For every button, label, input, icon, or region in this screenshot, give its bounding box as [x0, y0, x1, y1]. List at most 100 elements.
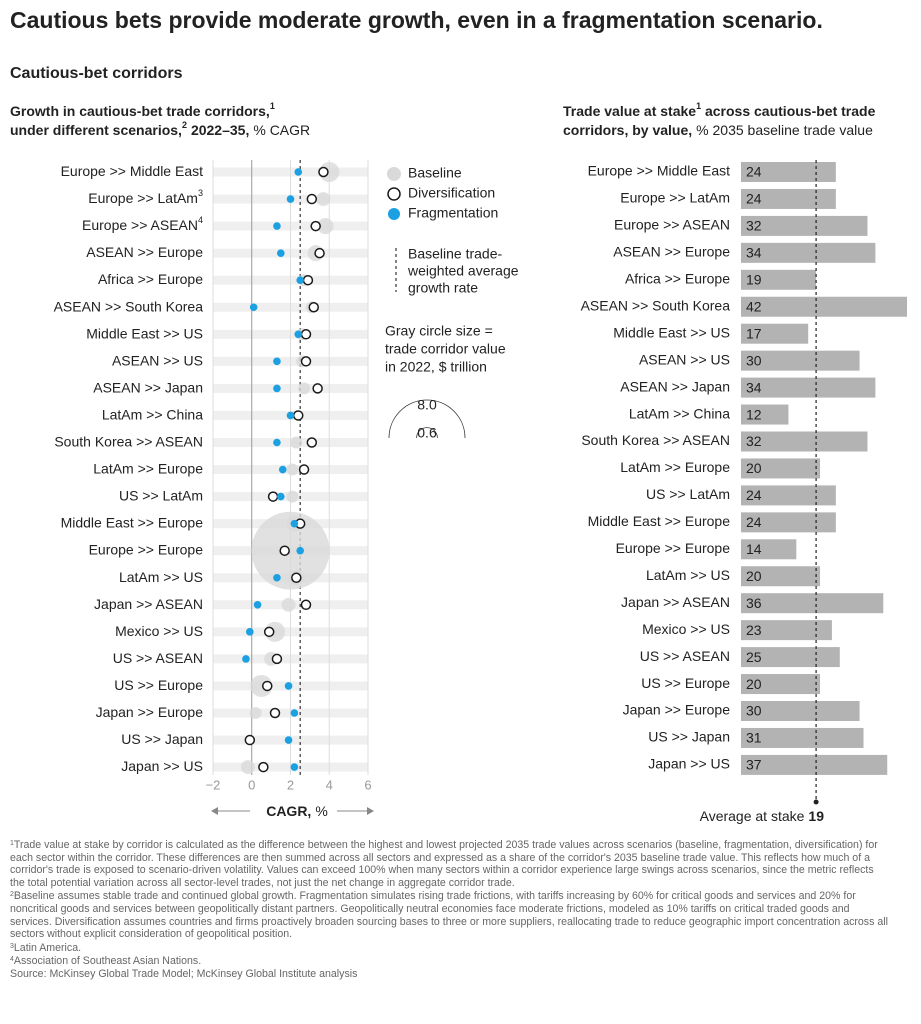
diversification-dot	[314, 247, 325, 259]
category-label: ASEAN >> Europe	[613, 244, 730, 260]
fragmentation-dot	[273, 438, 281, 447]
fragmentation-dot	[286, 411, 295, 420]
category-text: US >> ASEAN	[113, 650, 203, 666]
footnote: 4Association of Southeast Asian Nations.	[10, 954, 890, 968]
category-text: Africa >> Europe	[98, 271, 203, 287]
category-label: Japan >> US	[121, 758, 203, 774]
x-axis-label: CAGR,%	[266, 803, 328, 819]
size-legend-arc	[388, 399, 466, 439]
legend-label: growth rate	[408, 280, 478, 296]
fragmentation-dot	[286, 195, 295, 203]
category-label: Middle East >> Europe	[588, 513, 731, 529]
size-legend-value: 8.0	[417, 397, 437, 413]
value-label: 31	[746, 730, 762, 746]
category-label: ASEAN >> US	[639, 351, 730, 367]
category-note: 4	[198, 215, 203, 225]
diversification-dot	[263, 626, 275, 638]
diversification-dot	[306, 437, 318, 448]
category-text: ASEAN >> Japan	[93, 379, 203, 395]
bar	[741, 215, 868, 236]
bar	[741, 727, 864, 748]
category-label: LatAm >> US	[646, 567, 730, 583]
diversification-dot	[271, 653, 283, 665]
baseline-dot	[251, 511, 330, 590]
value-label: 24	[746, 514, 762, 530]
fragmentation-dot	[253, 601, 262, 609]
x-tick-label: 6	[364, 777, 371, 792]
bar	[741, 620, 832, 641]
category-label: Africa >> Europe	[625, 271, 730, 287]
category-text: Europe >> LatAm	[88, 190, 198, 206]
footnote-text: Baseline assumes stable trade and contin…	[10, 890, 888, 941]
category-label: Middle East >> US	[613, 324, 730, 340]
category-text: LatAm >> US	[119, 568, 203, 584]
bar	[741, 188, 836, 209]
fragmentation-dot	[290, 519, 299, 528]
page-subtitle: Cautious-bet corridors	[10, 65, 183, 82]
footnotes: 1Trade value at stake by corridor is cal…	[10, 838, 890, 981]
title-note: 1	[696, 101, 701, 111]
category-text: ASEAN >> US	[112, 352, 203, 368]
category-label: South Korea >> ASEAN	[54, 433, 203, 449]
title-text: Growth in cautious-bet trade corridors,	[10, 103, 270, 119]
diversification-dot	[318, 166, 329, 178]
bar	[741, 458, 821, 479]
category-text: Europe >> Middle East	[61, 163, 204, 179]
left-title: Growth in cautious-bet trade corridors,1	[10, 101, 275, 118]
footnote: 1Trade value at stake by corridor is cal…	[10, 838, 890, 889]
category-label: Japan >> Europe	[96, 704, 204, 720]
category-label: Europe >> LatAm3	[88, 188, 203, 205]
category-text: ASEAN >> South Korea	[54, 298, 204, 314]
title-text: Trade value at stake	[563, 103, 696, 119]
x-tick-label: 4	[326, 777, 333, 792]
fragmentation-dot	[246, 628, 254, 636]
category-text: Mexico >> US	[115, 623, 203, 639]
footnote-mark: 4	[10, 956, 14, 964]
category-label: Middle East >> Europe	[61, 514, 204, 530]
value-label: 14	[746, 541, 762, 557]
category-label: US >> ASEAN	[113, 650, 203, 666]
baseline-dot	[250, 674, 273, 697]
x-tick-label: −2	[206, 777, 221, 792]
value-label: 24	[746, 487, 762, 503]
average-value: 19	[808, 808, 824, 824]
diversification-dot	[300, 599, 312, 611]
category-text: US >> Japan	[121, 731, 203, 747]
value-label: 20	[746, 676, 762, 692]
category-text: South Korea >> ASEAN	[54, 433, 203, 449]
size-legend-value: 0.6	[417, 425, 437, 441]
footnote: 3Latin America.	[10, 941, 890, 955]
title-text: 2022–35,	[191, 122, 249, 138]
category-label: ASEAN >> Japan	[93, 379, 203, 395]
baseline-dot	[298, 382, 311, 395]
page-title: Cautious bets provide moderate growth, e…	[10, 7, 823, 33]
fragmentation-dot	[290, 763, 299, 771]
category-label: LatAm >> Europe	[620, 459, 730, 475]
category-label: Japan >> ASEAN	[94, 596, 203, 612]
bar	[741, 647, 840, 668]
diversification-dot	[244, 734, 256, 746]
category-text: Europe >> Europe	[89, 541, 204, 557]
legend-label: Baseline trade-	[408, 246, 503, 262]
baseline-dot	[290, 436, 303, 449]
bar	[741, 296, 907, 317]
size-legend-label: trade corridor value	[385, 341, 506, 357]
diversification-dot	[279, 545, 290, 556]
bar	[741, 754, 888, 775]
value-label: 42	[746, 298, 762, 314]
category-text: Europe >> ASEAN	[82, 217, 198, 233]
footnote-mark: 3	[10, 942, 14, 950]
title-text: under different scenarios,	[10, 122, 182, 138]
bar	[741, 269, 817, 290]
bar	[741, 701, 860, 721]
bar	[741, 485, 836, 506]
footnote-text: Trade value at stake by corridor is calc…	[10, 839, 878, 889]
right-title: Trade value at stake1 across cautious-be…	[563, 101, 876, 118]
category-text: Japan >> Europe	[96, 704, 204, 720]
baseline-dot	[286, 490, 299, 503]
diversification-dot	[269, 707, 281, 719]
value-label: 23	[746, 622, 762, 638]
x-label: CAGR,	[266, 803, 311, 819]
right-title: corridors, by value,% 2035 baseline trad…	[563, 122, 873, 138]
category-label: Japan >> Europe	[623, 702, 731, 718]
